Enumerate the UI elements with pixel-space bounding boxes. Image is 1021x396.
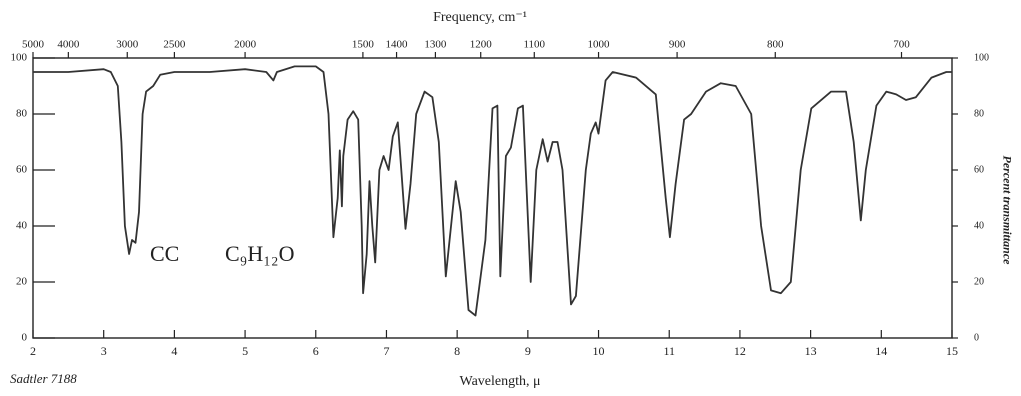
top-tick-label: 5000 — [22, 39, 45, 51]
top-tick-label: 800 — [767, 39, 784, 51]
top-tick-label: 1000 — [588, 39, 611, 51]
y2-tick-label: 100 — [974, 52, 989, 63]
x-tick-label: 6 — [313, 344, 319, 358]
y2-tick-label: 60 — [974, 164, 984, 175]
top-tick-label: 4000 — [57, 39, 80, 51]
x-tick-label: 7 — [383, 344, 389, 358]
y2-tick-label: 80 — [974, 108, 984, 119]
top-tick-label: 2000 — [234, 39, 257, 51]
y2-tick-label: 0 — [974, 332, 979, 343]
x-tick-label: 5 — [242, 344, 248, 358]
y-tick-label: 20 — [16, 276, 28, 288]
x-tick-label: 15 — [946, 344, 958, 358]
annotation: C₉H₁₂O — [225, 241, 294, 266]
top-tick-label: 2500 — [163, 39, 186, 51]
plot-frame — [32, 57, 953, 339]
x-tick-label: 12 — [734, 344, 746, 358]
y2-tick-label: 20 — [974, 276, 984, 287]
x-tick-label: 14 — [875, 344, 887, 358]
top-tick-label: 3000 — [116, 39, 139, 51]
y2-axis-title: Percent transmittance — [1000, 156, 1014, 266]
y-tick-label: 60 — [16, 164, 28, 176]
top-tick-label: 700 — [893, 39, 910, 51]
top-tick-label: 1500 — [352, 39, 375, 51]
x-tick-label: 9 — [525, 344, 531, 358]
y2-tick-label: 40 — [974, 220, 984, 231]
top-tick-label: 1400 — [386, 39, 409, 51]
y-tick-label: 40 — [16, 220, 28, 232]
x-tick-label: 11 — [663, 344, 675, 358]
y-tick-label: 80 — [16, 108, 28, 120]
y-tick-label: 0 — [22, 332, 28, 344]
x-tick-label: 10 — [593, 344, 605, 358]
x-tick-label: 2 — [30, 344, 36, 358]
x-axis-title: Wavelength, μ — [459, 374, 540, 389]
y-tick-label: 100 — [11, 52, 28, 64]
top-tick-label: 900 — [669, 39, 686, 51]
x-tick-label: 13 — [805, 344, 817, 358]
top-tick-label: 1300 — [424, 39, 447, 51]
x-tick-label: 8 — [454, 344, 460, 358]
top-axis-title: Frequency, cm⁻¹ — [433, 10, 527, 25]
top-tick-label: 1100 — [523, 39, 545, 51]
spectrum-line — [33, 65, 952, 317]
top-tick-label: 1200 — [470, 39, 493, 51]
annotation: CC — [150, 241, 179, 266]
source-label: Sadtler 7188 — [10, 371, 77, 386]
x-tick-label: 3 — [101, 344, 107, 358]
x-tick-label: 4 — [171, 344, 177, 358]
